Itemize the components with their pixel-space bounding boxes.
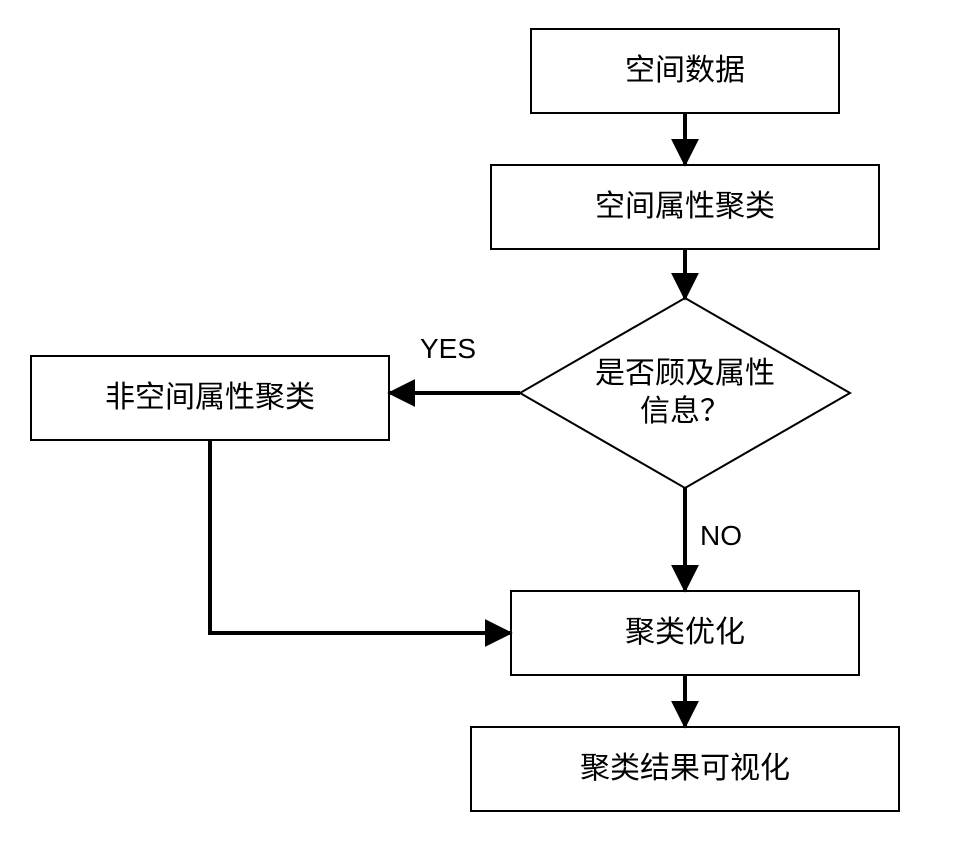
- decision-label-line1: 是否顾及属性: [595, 357, 775, 390]
- node-clustering-optimize: 聚类优化: [510, 590, 860, 676]
- label-text: YES: [420, 333, 476, 364]
- edge-label-no: NO: [700, 520, 742, 552]
- node-label: 空间数据: [625, 53, 745, 89]
- node-label: 空间属性聚类: [595, 189, 775, 225]
- label-text: NO: [700, 520, 742, 551]
- edge-n4-n5: [210, 441, 510, 633]
- node-label: 非空间属性聚类: [105, 380, 315, 416]
- node-result-visualization: 聚类结果可视化: [470, 726, 900, 812]
- flowchart-canvas: 空间数据 空间属性聚类 非空间属性聚类 聚类优化 聚类结果可视化 YES NO …: [0, 0, 974, 857]
- node-label: 聚类结果可视化: [580, 751, 790, 787]
- node-spatial-data: 空间数据: [530, 28, 840, 114]
- node-label: 聚类优化: [625, 615, 745, 651]
- node-spatial-attr-clustering: 空间属性聚类: [490, 164, 880, 250]
- node-decision-attribute-info: 是否顾及属性 信息？: [520, 298, 850, 488]
- decision-label-line2: 信息？: [640, 395, 730, 428]
- edge-label-yes: YES: [420, 333, 476, 365]
- node-nonspatial-attr-clustering: 非空间属性聚类: [30, 355, 390, 441]
